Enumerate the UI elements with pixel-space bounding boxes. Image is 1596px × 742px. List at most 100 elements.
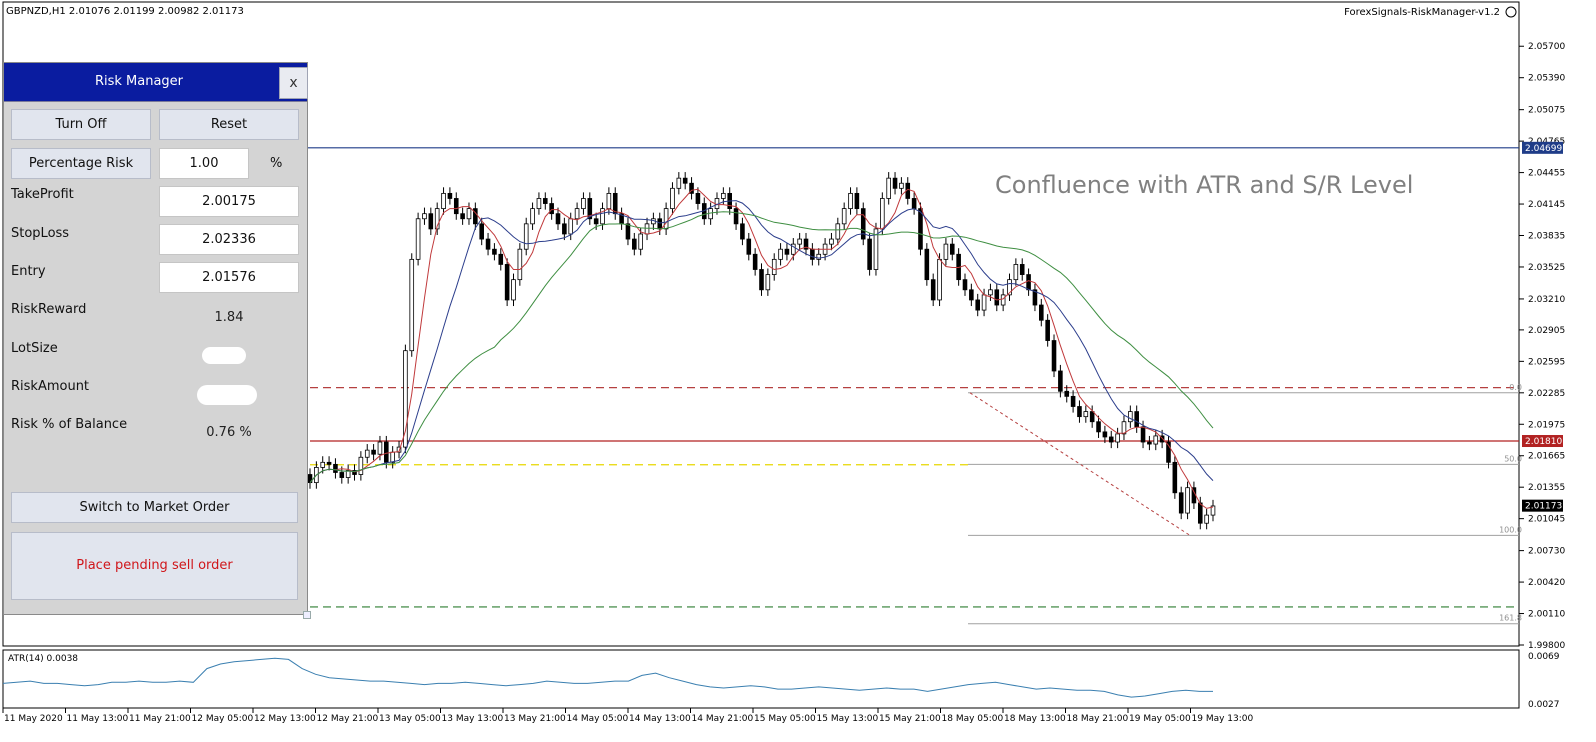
candle-body [892,177,898,189]
candle-body [587,198,593,220]
risk-pct-balance-value: 0.76 % [206,425,252,440]
y-tick-label: 2.04455 [1528,169,1565,179]
candle-body [1178,492,1184,514]
percentage-risk-button[interactable]: Percentage Risk [11,148,151,179]
candle-body [574,208,580,220]
candle-body [562,223,567,235]
candle-body [358,456,364,475]
candle-body [778,248,783,260]
place-pending-sell-button[interactable]: Place pending sell order [11,532,298,600]
candle-body [479,223,484,240]
candle-body [969,289,974,301]
x-tick-label: 18 May 13:00 [1004,714,1066,724]
x-tick-label: 14 May 13:00 [629,714,691,724]
switch-market-order-button[interactable]: Switch to Market Order [11,492,298,523]
candle-body [1039,304,1044,321]
candle-body [460,213,465,220]
candle-body [816,253,822,260]
x-tick-label: 13 May 05:00 [379,714,441,724]
x-tick-label: 15 May 13:00 [817,714,879,724]
y-tick-label: 2.01975 [1528,420,1565,430]
candle-body [1115,433,1120,443]
candle-body [593,218,599,225]
candle-body [854,192,860,210]
candle-body [1045,319,1050,341]
percent-unit: % [270,156,283,171]
take-profit-field[interactable]: 2.00175 [159,186,299,217]
candle-body [1102,431,1108,438]
entry-field[interactable]: 2.01576 [159,262,299,293]
y-tick-label: 2.02285 [1528,389,1565,399]
candle-body [606,192,612,210]
candle-body [1153,435,1159,445]
candle-body [555,213,561,225]
candle-body [1096,421,1101,433]
candle-body [962,279,968,291]
x-tick-label: 11 May 13:00 [67,714,129,724]
candle-body [1064,390,1070,397]
chart-symbol-info: GBPNZD,H1 2.01076 2.01199 2.00982 2.0117… [6,6,244,17]
x-tick-label: 13 May 21:00 [504,714,566,724]
x-tick-label: 15 May 21:00 [879,714,941,724]
y-tick-label: 2.00110 [1528,610,1565,620]
candle-body [943,243,949,260]
candle-body [320,461,326,468]
price-label-box [1522,499,1563,512]
price-label-box [1522,141,1563,154]
candle-body [428,213,434,230]
candle-body [740,223,745,240]
price-label-box [1522,435,1563,448]
candle-body [498,253,504,265]
candle-body [403,350,408,448]
candle-body [975,299,981,311]
x-tick-label: 12 May 13:00 [254,714,316,724]
y-tick-label: 2.03210 [1528,295,1565,305]
x-tick-label: 14 May 21:00 [692,714,754,724]
candle-body [841,208,847,225]
candle-body [473,208,478,225]
candle-body [1089,411,1095,423]
candle-body [880,198,885,230]
risk-reward-label: RiskReward [11,302,87,317]
x-tick-label: 11 May 2020 [4,714,63,724]
reset-button[interactable]: Reset [159,109,299,140]
candle-body [1166,441,1171,463]
stop-loss-field[interactable]: 2.02336 [159,224,299,255]
candle-body [504,264,510,301]
x-tick-label: 19 May 05:00 [1129,714,1191,724]
x-tick-label: 18 May 21:00 [1067,714,1129,724]
atr-tick-label: 0.0027 [1528,700,1560,710]
candle-body [326,461,332,465]
candle-body [911,198,917,210]
candle-body [485,238,491,250]
candle-body [886,177,891,199]
candle-body [339,472,345,478]
candle-body [1007,279,1012,296]
candle-body [377,441,383,455]
candle-body [549,203,554,215]
percentage-risk-input[interactable]: 1.00 [159,148,249,179]
candle-body [415,218,421,260]
candle-body [803,238,809,250]
candle-body [930,279,936,301]
y-tick-label: 2.02905 [1528,326,1565,336]
resize-grip-icon[interactable] [303,611,311,619]
annotation-text: Confluence with ATR and S/R Level [995,171,1413,199]
candle-body [848,192,853,210]
price-label-text: 2.01173 [1525,502,1562,512]
candle-body [810,248,815,260]
candle-body [1019,264,1025,275]
close-button[interactable]: x [279,67,308,99]
candle-body [1159,435,1165,443]
candle-body [695,192,701,204]
atr-line [2,657,1213,698]
risk-manager-panel: Risk Manager x Turn Off Reset Percentage… [3,62,308,615]
turn-off-button[interactable]: Turn Off [11,109,151,140]
time-axis: 11 May 2020 11 May 13:00 11 May 21:00 12 Ma… [2,708,1253,724]
candle-body [784,248,790,255]
risk-manager-titlebar[interactable]: Risk Manager x [4,63,308,102]
candle-body [1032,289,1038,306]
candle-body [1013,264,1019,281]
candle-body [663,208,669,230]
